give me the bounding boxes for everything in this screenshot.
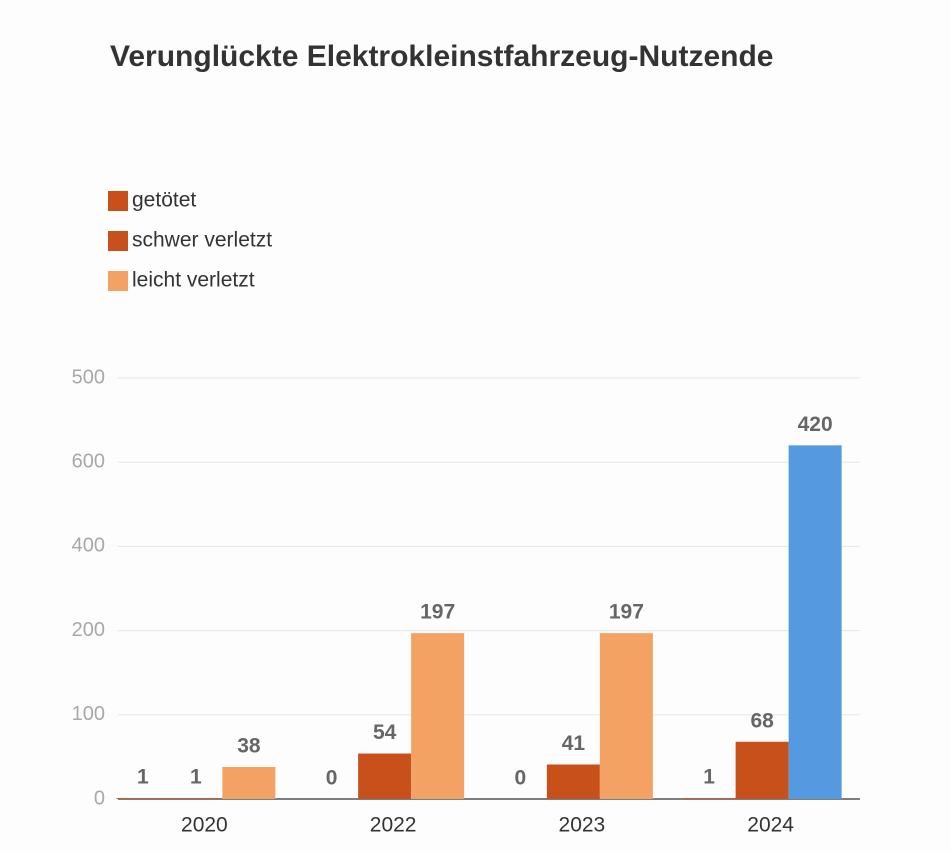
bar (222, 767, 276, 799)
value-label: 68 (750, 709, 774, 732)
legend-label: schwer verletzt (132, 229, 272, 252)
y-tick-label: 0 (94, 787, 105, 809)
legend-label: getötet (132, 189, 196, 212)
y-tick-label: 100 (72, 703, 105, 725)
y-tick-label: 500 (72, 366, 105, 388)
bar (735, 741, 789, 799)
bar (116, 798, 170, 799)
x-tick-label: 2023 (559, 814, 606, 837)
bar (546, 764, 600, 799)
value-label: 54 (373, 721, 397, 744)
legend-label: leicht verletzt (132, 269, 255, 292)
value-label: 0 (326, 767, 338, 790)
chart-title: Verunglückte Elektrokleinstfahrzeug-Nutz… (110, 40, 773, 73)
x-tick-label: 2022 (370, 814, 417, 837)
x-tick-label: 2020 (181, 814, 228, 837)
value-label: 41 (562, 732, 586, 755)
value-label: 1 (137, 766, 149, 789)
value-label: 420 (798, 413, 833, 436)
x-tick-label: 2024 (747, 814, 794, 837)
y-tick-label: 600 (72, 450, 105, 472)
bar (599, 633, 653, 799)
bar (788, 445, 842, 799)
value-label: 197 (609, 601, 644, 624)
bar (411, 633, 465, 799)
value-label: 1 (703, 766, 715, 789)
legend-swatch (108, 191, 128, 211)
legend-swatch (108, 271, 128, 291)
y-tick-label: 400 (72, 535, 105, 557)
y-tick-label: 200 (72, 619, 105, 641)
value-label: 197 (420, 601, 455, 624)
bar (358, 753, 412, 799)
legend-swatch (108, 231, 128, 251)
bar (682, 798, 736, 799)
bar (169, 798, 223, 799)
value-label: 38 (237, 735, 261, 758)
value-label: 1 (190, 766, 202, 789)
value-label: 0 (515, 767, 527, 790)
